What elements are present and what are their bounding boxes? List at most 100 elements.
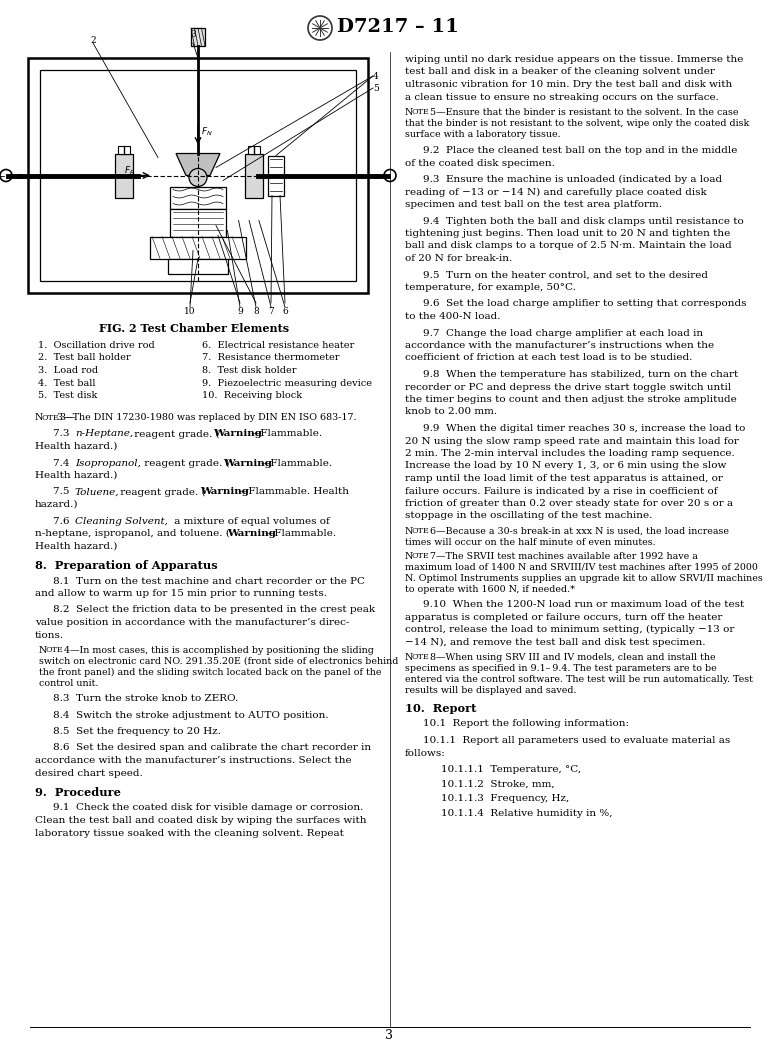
Text: OTE: OTE: [412, 552, 429, 560]
Text: 2 min. The 2-min interval includes the loading ramp sequence.: 2 min. The 2-min interval includes the l…: [405, 449, 734, 458]
Text: 8.  Test disk holder: 8. Test disk holder: [202, 366, 296, 375]
Text: —Flammable. Health: —Flammable. Health: [238, 487, 349, 497]
Text: Cleaning Solvent,: Cleaning Solvent,: [75, 516, 168, 526]
Text: Increase the load by 10 N every 1, 3, or 6 min using the slow: Increase the load by 10 N every 1, 3, or…: [405, 461, 727, 471]
Text: surface with a laboratory tissue.: surface with a laboratory tissue.: [405, 130, 561, 139]
Text: results will be displayed and saved.: results will be displayed and saved.: [405, 686, 576, 695]
Text: that the binder is not resistant to the solvent, wipe only the coated disk: that the binder is not resistant to the …: [405, 119, 749, 128]
Bar: [118, 146, 130, 153]
Bar: [40, 70, 356, 281]
Text: 5: 5: [373, 84, 379, 93]
Text: N: N: [405, 653, 413, 662]
Text: to operate with 1600 N, if needed.*: to operate with 1600 N, if needed.*: [405, 585, 575, 594]
Text: 7: 7: [268, 307, 274, 316]
Text: N: N: [405, 108, 413, 117]
Text: 8.5  Set the frequency to 20 Hz.: 8.5 Set the frequency to 20 Hz.: [53, 727, 221, 736]
Text: the timer begins to count and then adjust the stroke amplitude: the timer begins to count and then adjus…: [405, 395, 737, 404]
Text: to the 400-N load.: to the 400-N load.: [405, 312, 500, 321]
Text: Health hazard.): Health hazard.): [35, 442, 117, 451]
Text: 10.  Receiving block: 10. Receiving block: [202, 391, 302, 400]
Text: 9.4  Tighten both the ball and disk clamps until resistance to: 9.4 Tighten both the ball and disk clamp…: [423, 217, 744, 226]
Text: a clean tissue to ensure no streaking occurs on the surface.: a clean tissue to ensure no streaking oc…: [405, 93, 719, 102]
Text: 9.3  Ensure the machine is unloaded (indicated by a load: 9.3 Ensure the machine is unloaded (indi…: [423, 175, 722, 184]
Text: control unit.: control unit.: [39, 679, 98, 688]
Text: 4—In most cases, this is accomplished by positioning the sliding: 4—In most cases, this is accomplished by…: [61, 646, 374, 655]
Bar: [170, 186, 226, 208]
Text: accordance with the manufacturer’s instructions when the: accordance with the manufacturer’s instr…: [405, 341, 714, 350]
Text: 4: 4: [373, 72, 379, 81]
Text: $F_R$: $F_R$: [124, 164, 135, 177]
Text: —Flammable.: —Flammable.: [261, 458, 333, 467]
Text: —Flammable.: —Flammable.: [265, 529, 337, 538]
Text: maximum load of 1400 N and SRVIII/IV test machines after 1995 of 2000: maximum load of 1400 N and SRVIII/IV tes…: [405, 563, 758, 572]
Text: Warning: Warning: [223, 458, 272, 467]
Text: a mixture of equal volumes of: a mixture of equal volumes of: [171, 516, 330, 526]
Text: 7.6: 7.6: [53, 516, 76, 526]
Text: Warning: Warning: [200, 487, 249, 497]
Text: 10.1.1.4  Relative humidity in %,: 10.1.1.4 Relative humidity in %,: [441, 809, 612, 817]
Text: Health hazard.): Health hazard.): [35, 471, 117, 480]
Text: stoppage in the oscillating of the test machine.: stoppage in the oscillating of the test …: [405, 511, 653, 520]
Bar: [170, 208, 226, 236]
Text: 4.  Test ball: 4. Test ball: [38, 379, 96, 387]
Text: Health hazard.): Health hazard.): [35, 541, 117, 551]
Text: 20 N using the slow ramp speed rate and maintain this load for: 20 N using the slow ramp speed rate and …: [405, 436, 739, 446]
Text: follows:: follows:: [405, 748, 446, 758]
Text: 10: 10: [184, 307, 196, 316]
Text: 8.1  Turn on the test machine and chart recorder or the PC: 8.1 Turn on the test machine and chart r…: [53, 577, 365, 585]
Text: Clean the test ball and coated disk by wiping the surfaces with: Clean the test ball and coated disk by w…: [35, 816, 366, 826]
Text: −14 N), and remove the test ball and disk test specimen.: −14 N), and remove the test ball and dis…: [405, 637, 706, 646]
Text: 9.9  When the digital timer reaches 30 s, increase the load to: 9.9 When the digital timer reaches 30 s,…: [423, 424, 745, 433]
Text: 10.  Report: 10. Report: [405, 703, 476, 714]
Text: 9.5  Turn on the heater control, and set to the desired: 9.5 Turn on the heater control, and set …: [423, 271, 708, 279]
Text: specimen and test ball on the test area platform.: specimen and test ball on the test area …: [405, 200, 662, 209]
Text: 8.3  Turn the stroke knob to ZERO.: 8.3 Turn the stroke knob to ZERO.: [53, 694, 238, 703]
Bar: [191, 28, 205, 46]
Text: 6.  Electrical resistance heater: 6. Electrical resistance heater: [202, 341, 354, 350]
Text: accordance with the manufacturer’s instructions. Select the: accordance with the manufacturer’s instr…: [35, 756, 352, 765]
Text: 8: 8: [253, 307, 259, 316]
Text: ultrasonic vibration for 10 min. Dry the test ball and disk with: ultrasonic vibration for 10 min. Dry the…: [405, 80, 732, 88]
Text: tions.: tions.: [35, 631, 64, 639]
Text: 8.  Preparation of Apparatus: 8. Preparation of Apparatus: [35, 560, 218, 572]
Text: reading of −13 or −14 N) and carefully place coated disk: reading of −13 or −14 N) and carefully p…: [405, 187, 706, 197]
Bar: [268, 155, 284, 196]
Text: —Flammable.: —Flammable.: [251, 430, 323, 438]
Bar: [245, 153, 263, 198]
Text: hazard.): hazard.): [35, 500, 79, 509]
Text: wiping until no dark residue appears on the tissue. Immerse the: wiping until no dark residue appears on …: [405, 55, 743, 64]
Text: 2.  Test ball holder: 2. Test ball holder: [38, 354, 131, 362]
Text: 3: 3: [385, 1029, 393, 1041]
Bar: [28, 58, 368, 293]
Text: ball and disk clamps to a torque of 2.5 N·m. Maintain the load: ball and disk clamps to a torque of 2.5 …: [405, 242, 732, 251]
Text: n-Heptane,: n-Heptane,: [75, 430, 133, 438]
Text: OTE: OTE: [42, 413, 60, 422]
Text: 10.1.1  Report all parameters used to evaluate material as: 10.1.1 Report all parameters used to eva…: [423, 736, 731, 745]
Text: laboratory tissue soaked with the cleaning solvent. Repeat: laboratory tissue soaked with the cleani…: [35, 829, 344, 838]
Text: 8—When using SRV III and IV models, clean and install the: 8—When using SRV III and IV models, clea…: [427, 653, 716, 662]
Text: 3—: 3—: [57, 413, 75, 423]
Text: apparatus is completed or failure occurs, turn off the heater: apparatus is completed or failure occurs…: [405, 612, 723, 621]
Text: times will occur on the half minute of even minutes.: times will occur on the half minute of e…: [405, 538, 656, 547]
Text: 9.10  When the 1200-N load run or maximum load of the test: 9.10 When the 1200-N load run or maximum…: [423, 600, 745, 609]
Text: OTE: OTE: [46, 646, 64, 654]
Circle shape: [384, 170, 396, 181]
Text: 7.5: 7.5: [53, 487, 76, 497]
Text: 9.8  When the temperature has stabilized, turn on the chart: 9.8 When the temperature has stabilized,…: [423, 370, 738, 379]
Circle shape: [0, 170, 12, 181]
Text: N: N: [405, 527, 413, 536]
Text: Warning: Warning: [213, 430, 262, 438]
Circle shape: [189, 169, 207, 186]
Text: 3—The DIN 17230-1980 was replaced by DIN EN ISO 683-17.: 3—The DIN 17230-1980 was replaced by DIN…: [57, 413, 356, 423]
Text: Isopropanol,: Isopropanol,: [75, 458, 141, 467]
Text: 9.  Piezoelectric measuring device: 9. Piezoelectric measuring device: [202, 379, 372, 387]
Text: recorder or PC and depress the drive start toggle switch until: recorder or PC and depress the drive sta…: [405, 382, 731, 391]
Text: 9.2  Place the cleaned test ball on the top and in the middle: 9.2 Place the cleaned test ball on the t…: [423, 146, 738, 155]
Text: 7—The SRVII test machines available after 1992 have a: 7—The SRVII test machines available afte…: [427, 552, 698, 561]
Text: D7217 – 11: D7217 – 11: [337, 18, 459, 36]
Text: 10.1.1.1  Temperature, °C,: 10.1.1.1 Temperature, °C,: [441, 765, 581, 775]
Text: 3.  Load rod: 3. Load rod: [38, 366, 98, 375]
Text: 9: 9: [237, 307, 243, 316]
Text: value position in accordance with the manufacturer’s direc-: value position in accordance with the ma…: [35, 618, 349, 627]
Text: 5—Ensure that the binder is resistant to the solvent. In the case: 5—Ensure that the binder is resistant to…: [427, 108, 738, 117]
